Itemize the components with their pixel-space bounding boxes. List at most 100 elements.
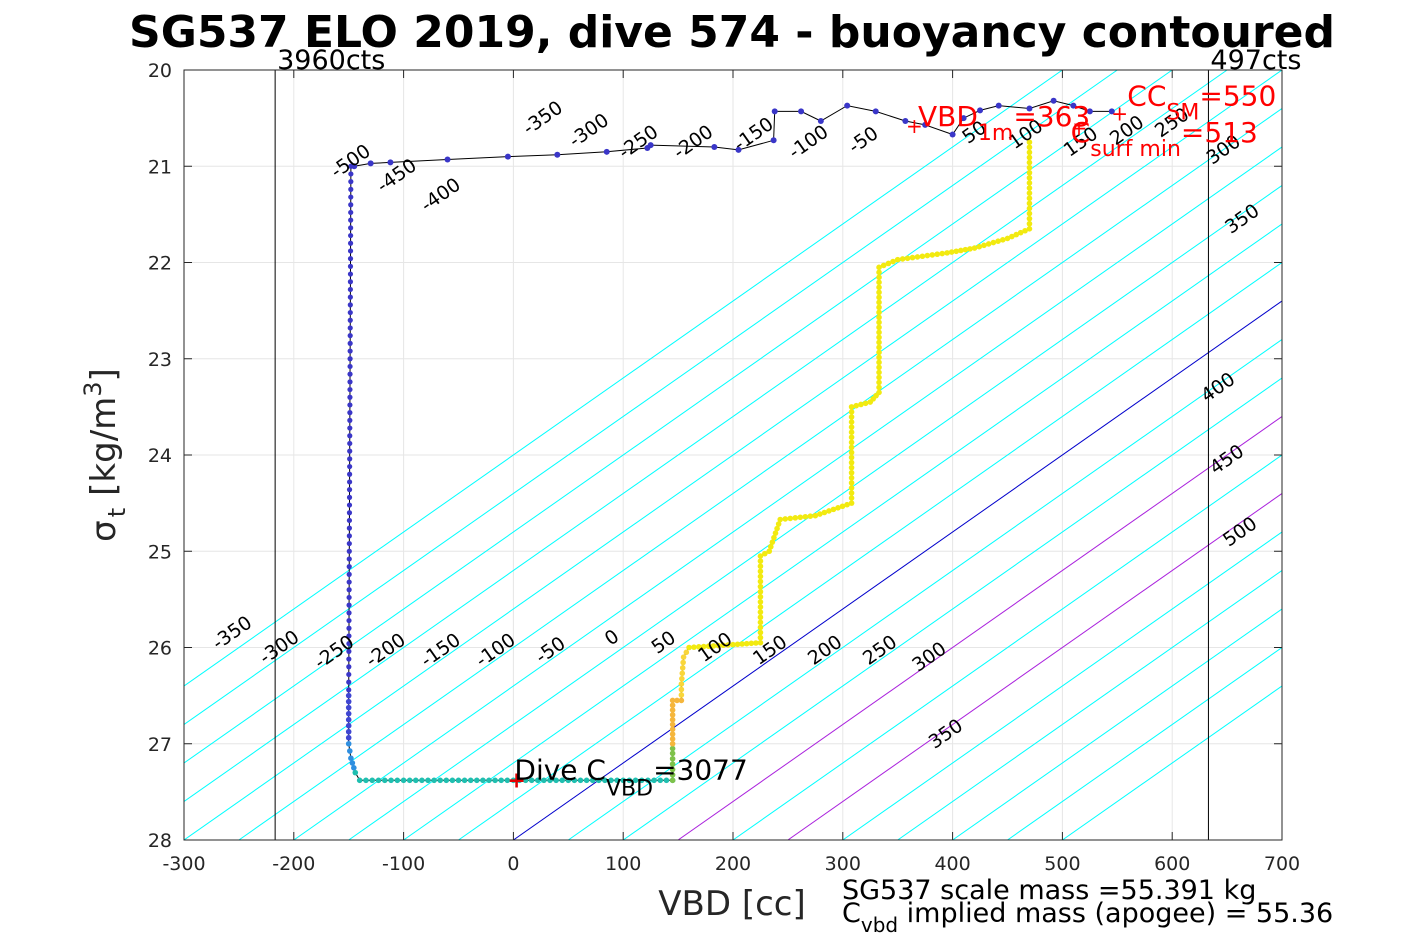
- dive-point: [902, 118, 909, 125]
- bottom-point: [535, 777, 541, 784]
- climb-point: [757, 588, 764, 595]
- descent-point: [348, 209, 354, 216]
- climb-point: [1026, 190, 1033, 196]
- descent-point: [346, 487, 353, 493]
- dive-point: [504, 153, 511, 160]
- contour-line: [952, 608, 1282, 840]
- count-label: 3960cts: [277, 45, 385, 76]
- climb-point: [848, 485, 855, 491]
- descent-point: [347, 448, 353, 454]
- climb-point: [748, 640, 755, 647]
- dive-point: [1086, 108, 1093, 115]
- climb-point: [691, 644, 697, 650]
- bottom-point: [394, 777, 401, 784]
- climb-point: [876, 339, 882, 346]
- climb-point: [1004, 235, 1011, 242]
- descent-point: [346, 525, 352, 531]
- climb-point: [669, 772, 676, 778]
- descent-point: [347, 309, 353, 316]
- contour-lines: [184, 70, 1282, 840]
- climb-point: [710, 643, 717, 649]
- climb-point: [876, 379, 882, 386]
- climb-point: [962, 246, 969, 253]
- svg-text:Cvbd implied mass (apogee) = 5: Cvbd implied mass (apogee) = 55.36: [842, 898, 1333, 937]
- axis-ticks: -300 -200 -100 0 100 200 300 400 500 600 700 20 21 22…: [148, 60, 1300, 875]
- climb-point: [669, 750, 676, 757]
- implied-mass-sub: vbd: [861, 913, 898, 937]
- descent-point: [347, 302, 353, 308]
- descent-point: [348, 194, 354, 200]
- dive-point: [1070, 102, 1077, 109]
- bottom-point: [431, 777, 437, 784]
- dive-point: [554, 151, 561, 158]
- climb-point: [757, 604, 764, 610]
- bottom-point: [632, 777, 639, 784]
- bottom-point: [486, 777, 492, 784]
- climb-point: [1026, 175, 1033, 181]
- bottom-point: [565, 777, 572, 784]
- climb-point: [669, 716, 676, 723]
- climb-point: [894, 256, 901, 263]
- y-tick-label: 24: [148, 445, 172, 467]
- contour-line: [184, 70, 1118, 726]
- climb-point: [669, 721, 676, 728]
- descent-point: [346, 517, 353, 524]
- climb-point: [734, 641, 741, 648]
- bottom-point: [504, 777, 511, 784]
- climb-point: [669, 766, 676, 773]
- dive-point: [351, 163, 358, 170]
- descent-point: [346, 587, 352, 593]
- climb-point: [757, 594, 764, 600]
- climb-point: [774, 525, 780, 532]
- climb-point: [772, 530, 779, 536]
- x-tick-label: 100: [605, 853, 641, 875]
- dive-point: [1026, 105, 1033, 112]
- descent-point: [347, 348, 353, 354]
- climb-point: [1026, 226, 1033, 232]
- y-tick-label: 27: [148, 734, 172, 756]
- contour-line: [348, 184, 1282, 840]
- bottom-point: [461, 777, 468, 784]
- bottom-point: [608, 777, 614, 784]
- c-surf-min-label: Csurf min=513: [1071, 116, 1258, 162]
- climb-point: [679, 675, 685, 682]
- climb-point: [696, 644, 702, 650]
- climb-point: [669, 761, 676, 767]
- bottom-point: [345, 704, 352, 711]
- climb-point: [848, 424, 855, 430]
- contour-line: [184, 70, 1173, 764]
- dive-point: [949, 131, 956, 138]
- climb-point: [802, 513, 809, 520]
- climb-point: [848, 490, 855, 496]
- contour-line: [513, 300, 1282, 840]
- dive-line: [354, 100, 1112, 167]
- dive-point: [647, 142, 654, 149]
- bottom-point: [356, 777, 363, 784]
- tracks: [345, 97, 1115, 784]
- climb-point: [876, 274, 882, 281]
- bottom-point: [425, 777, 431, 784]
- bottom-point: [419, 777, 425, 784]
- descent-point: [346, 479, 353, 485]
- climb-point: [1022, 227, 1028, 234]
- descent-point: [346, 579, 352, 585]
- bottom-point: [352, 769, 359, 776]
- climb-point: [876, 304, 882, 311]
- dive-point: [771, 108, 778, 115]
- implied-mass-C: C: [842, 898, 861, 929]
- footer: SG537 scale mass =55.391 kg Cvbd implied…: [842, 875, 1333, 937]
- climb-point: [914, 254, 921, 260]
- climb-point: [757, 614, 764, 621]
- climb-point: [876, 384, 882, 391]
- y-tick-label: 20: [148, 60, 172, 82]
- climb-point: [876, 324, 882, 331]
- dive-point: [995, 102, 1002, 109]
- descent-point: [346, 540, 352, 547]
- dive-point: [367, 160, 374, 167]
- climb-point: [807, 513, 814, 519]
- y-tick-label: 28: [148, 830, 172, 852]
- bottom-point: [614, 777, 620, 784]
- descent-point: [347, 286, 353, 293]
- chart-title: SG537 ELO 2019, dive 574 - buoyancy cont…: [129, 7, 1335, 58]
- climb-point: [904, 255, 911, 262]
